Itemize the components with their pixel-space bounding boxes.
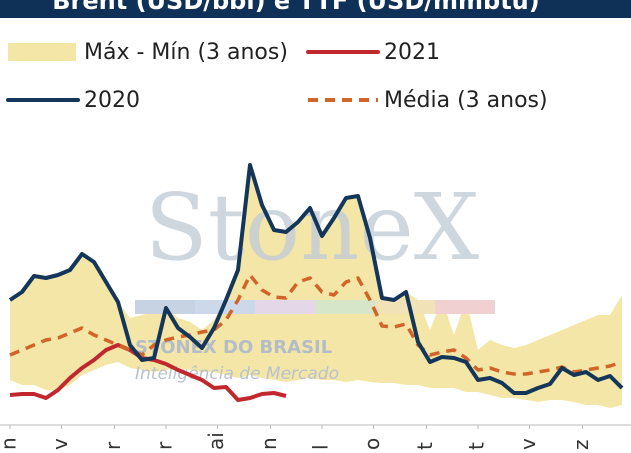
x-tick-label: n — [257, 437, 281, 450]
legend-label: Média (3 anos) — [384, 88, 548, 113]
chart-title: Brent (USD/bbl) e TTF (USD/mmbtu) — [52, 0, 540, 15]
series-line — [9, 273, 623, 376]
x-tick-label: ai — [204, 432, 228, 450]
legend-swatch — [8, 43, 76, 61]
legend-label: Máx - Mín (3 anos) — [84, 40, 288, 65]
x-tick-label: r — [153, 441, 177, 450]
x-tick-label: o — [360, 438, 384, 450]
series-line — [8, 163, 624, 395]
x-tick-label: r — [101, 441, 125, 450]
x-tick-label: v — [48, 438, 72, 450]
watermark-company: STONEX DO BRASIL — [135, 337, 332, 358]
watermark-stripe — [315, 300, 375, 314]
x-tick-label: t — [465, 442, 489, 450]
legend-label: 2020 — [84, 88, 140, 113]
legend-label: 2021 — [384, 40, 440, 65]
x-tick-label: l — [309, 444, 333, 450]
x-tick-label: z — [569, 440, 593, 451]
watermark: StoneX STONEX DO BRASIL Inteligência de … — [135, 174, 495, 384]
x-tick-label: n — [0, 437, 21, 450]
watermark-logo: StoneX — [145, 174, 480, 281]
watermark-tagline: Inteligência de Mercado — [135, 364, 339, 384]
title-bar — [0, 0, 631, 18]
x-tick-label: v — [516, 438, 540, 450]
watermark-stripe — [255, 300, 315, 314]
x-tick-label: t — [413, 442, 437, 450]
watermark-stripe — [435, 300, 495, 314]
watermark-stripe — [375, 300, 435, 314]
